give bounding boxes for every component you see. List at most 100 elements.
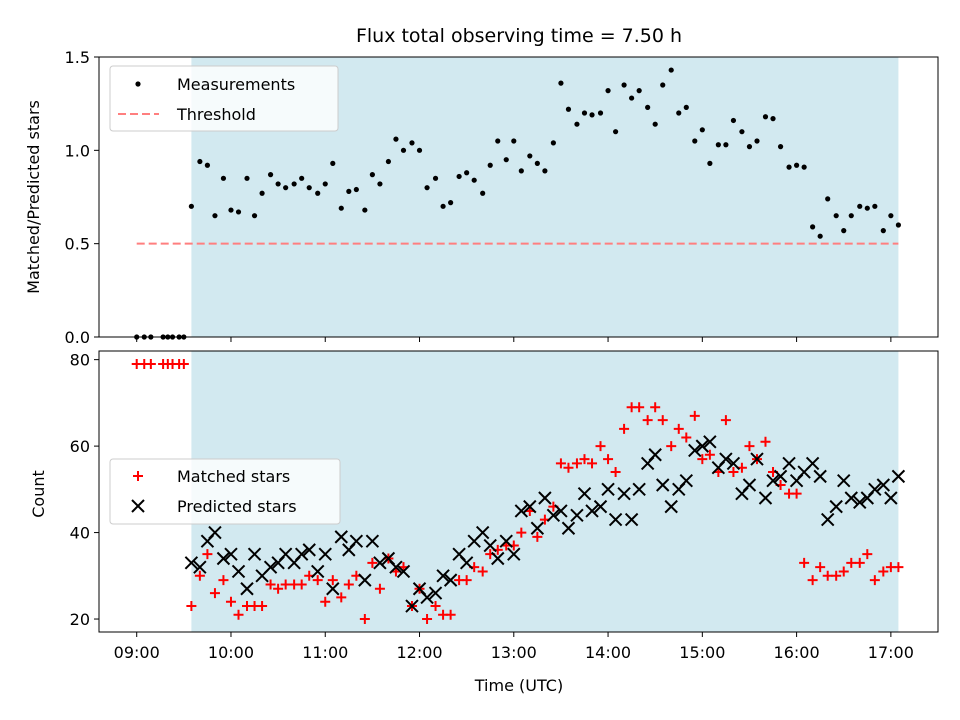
predicted-point	[491, 551, 505, 566]
y-tick-label: 0.5	[65, 235, 90, 254]
measurement-point	[857, 203, 863, 209]
predicted-point	[405, 599, 419, 613]
matched-point	[194, 570, 205, 581]
predicted-point	[703, 435, 717, 449]
star-count-panel: 20 40 60 80 09:00 10:00 11:00 12:00 13:00 14:00 1…	[29, 350, 939, 695]
predicted-point	[884, 491, 898, 505]
measurement-point	[244, 175, 250, 181]
measurement-point	[841, 228, 847, 234]
measurement-point	[880, 228, 886, 234]
predicted-point	[523, 499, 537, 514]
x-tick-label: 11:00	[302, 643, 348, 662]
measurement-point	[581, 110, 588, 116]
measurement-point	[315, 190, 321, 196]
predicted-point	[302, 543, 316, 557]
matched-point	[359, 614, 370, 625]
matched-point	[374, 583, 385, 594]
measurement-point	[204, 162, 211, 168]
matched-point	[516, 527, 527, 538]
predicted-point	[601, 482, 615, 497]
legend-label-measurements: Measurements	[177, 75, 295, 94]
measurement-point	[353, 186, 359, 193]
matched-point	[265, 579, 276, 590]
x-tick-label: 10:00	[208, 643, 254, 662]
measurement-point	[322, 181, 328, 187]
measurement-point	[346, 188, 352, 194]
matched-point	[744, 441, 755, 452]
measurement-point	[715, 142, 721, 148]
matched-point	[862, 549, 873, 560]
measurement-point	[503, 157, 509, 163]
predicted-point	[310, 564, 325, 579]
matched-point	[799, 557, 810, 568]
matched-point	[831, 570, 842, 581]
predicted-point	[554, 504, 568, 518]
predicted-point	[247, 547, 262, 561]
measurement-point	[676, 110, 682, 116]
legend-box	[109, 65, 339, 132]
predicted-point	[358, 573, 372, 587]
matched-point	[320, 596, 331, 607]
y-tick-label: 1.0	[65, 141, 90, 160]
matched-point	[610, 467, 621, 478]
matched-point	[327, 575, 338, 586]
matched-point	[760, 436, 771, 447]
predicted-point	[499, 534, 513, 548]
measurement-point	[848, 213, 854, 219]
measurement-point	[212, 213, 218, 219]
measurement-point	[393, 136, 399, 142]
measurement-point	[565, 106, 572, 112]
measurement-point	[456, 173, 462, 180]
y-tick-label: 1.5	[65, 48, 90, 67]
measurement-point	[188, 203, 194, 209]
predicted-point	[813, 469, 827, 484]
matched-point	[579, 454, 590, 465]
measurement-point	[762, 114, 769, 120]
predicted-point	[608, 512, 623, 527]
measurement-point	[777, 144, 784, 150]
measurement-point	[605, 88, 611, 94]
measurement-point	[810, 224, 816, 230]
measurement-point	[629, 95, 635, 101]
measurement-point	[801, 164, 807, 170]
legend-marker-measurements	[135, 81, 141, 87]
chart-title: Flux total observing time = 7.50 h	[356, 25, 682, 47]
measurement-point	[864, 205, 870, 211]
measurement-point	[471, 177, 477, 183]
matched-point	[280, 579, 291, 590]
predicted-point	[837, 473, 851, 488]
measurement-point	[817, 233, 823, 239]
matched-point	[225, 596, 236, 607]
matched-point	[430, 601, 441, 612]
legend-marker-predicted	[131, 499, 145, 513]
matched-point	[461, 575, 472, 586]
measurement-point	[518, 168, 524, 174]
predicted-point	[624, 512, 639, 527]
measurement-point	[259, 190, 265, 196]
predicted-point	[546, 508, 561, 522]
measurement-point	[306, 185, 312, 191]
measurement-point	[369, 172, 375, 178]
matched-point	[846, 557, 857, 568]
predicted-point	[664, 499, 678, 514]
predicted-point	[585, 504, 599, 518]
measurement-point	[636, 88, 642, 94]
x-tick-label: 14:00	[585, 643, 631, 662]
predicted-point	[184, 556, 199, 570]
matched-point	[728, 467, 739, 478]
measurement-point	[480, 190, 486, 196]
y-tick-label: 0.0	[65, 328, 90, 347]
measurement-point	[668, 67, 674, 73]
matched-point	[477, 566, 488, 577]
measurement-point	[487, 162, 493, 168]
measurement-point	[660, 82, 666, 88]
matched-point	[642, 415, 653, 426]
predicted-point	[428, 586, 443, 600]
predicted-point	[326, 582, 340, 596]
series-predicted-stars	[184, 435, 906, 613]
matched-point	[681, 432, 692, 443]
predicted-point	[459, 556, 474, 570]
predicted-point	[577, 486, 592, 501]
predicted-point	[443, 573, 458, 587]
measurement-point	[400, 147, 407, 153]
